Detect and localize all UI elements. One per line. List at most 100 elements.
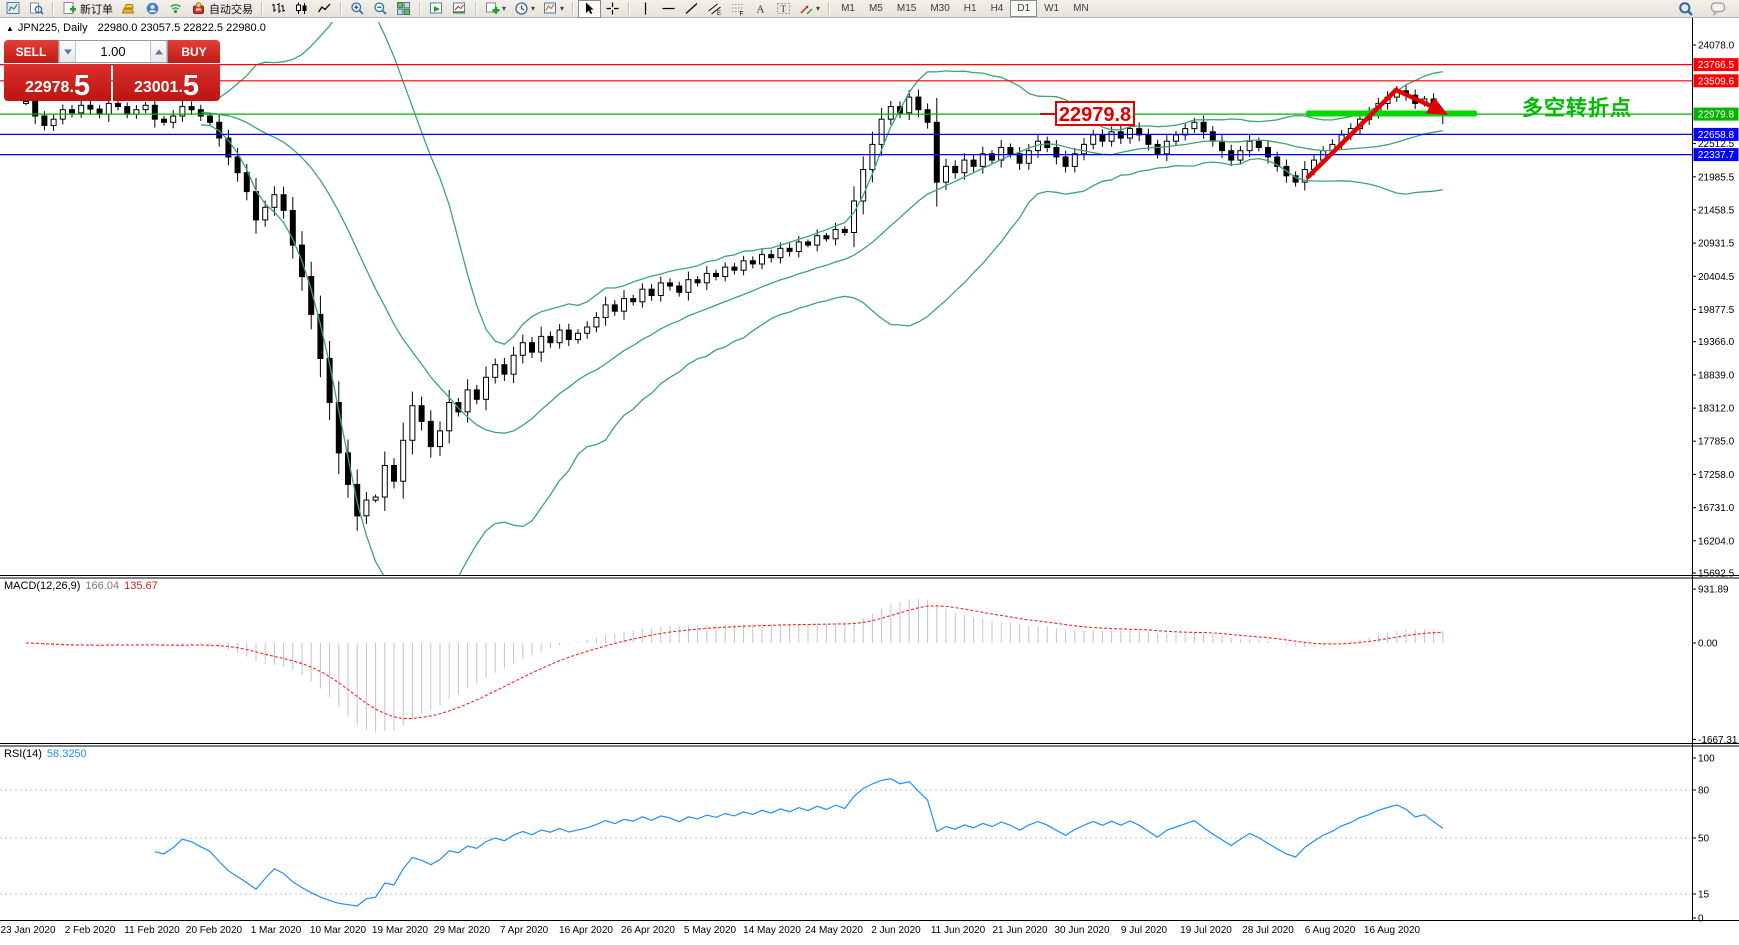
date-axis-label: 2 Feb 2020 bbox=[65, 925, 116, 936]
vertical-line-icon bbox=[638, 1, 653, 16]
text-a-button[interactable]: A bbox=[749, 0, 772, 18]
rsi-axis-label: 15 bbox=[1698, 890, 1710, 901]
date-axis-label: 19 Mar 2020 bbox=[372, 925, 429, 936]
timeframe-button-M1[interactable]: M1 bbox=[841, 3, 855, 14]
one-click-trading-panel: SELL 1.00 BUY 22978. 5 23001. 5 bbox=[4, 40, 220, 101]
arrows-objects-button[interactable]: ▾ bbox=[795, 0, 824, 18]
timeframe-button-M5[interactable]: M5 bbox=[868, 3, 883, 14]
toolbar-separator bbox=[828, 2, 831, 15]
mql-community-button[interactable] bbox=[141, 0, 164, 18]
svg-text:F: F bbox=[740, 11, 744, 17]
date-axis-label: 16 Apr 2020 bbox=[559, 925, 613, 936]
fibonacci-button[interactable]: F bbox=[726, 0, 749, 18]
price-badge: 22658.8 bbox=[1698, 130, 1735, 141]
panel-collapse-icon[interactable]: ▲ bbox=[6, 24, 14, 33]
bar-chart-type-button[interactable] bbox=[267, 0, 290, 18]
zoom-in-button[interactable] bbox=[346, 0, 369, 18]
charts-window-button[interactable] bbox=[2, 0, 25, 18]
timeframe-button-H4[interactable]: H4 bbox=[990, 3, 1004, 14]
timeframe-button-M15[interactable]: M15 bbox=[896, 3, 917, 14]
date-axis-label: 23 Jan 2020 bbox=[0, 925, 55, 936]
trend-down-arrow bbox=[1393, 87, 1434, 109]
sell-price[interactable]: 22978. 5 bbox=[4, 64, 111, 101]
candlestick-chart-type-button[interactable] bbox=[290, 0, 313, 18]
vertical-line-button[interactable] bbox=[634, 0, 657, 18]
fibonacci-icon: F bbox=[730, 1, 745, 16]
timeframe-button-MN[interactable]: MN bbox=[1073, 3, 1089, 14]
buy-price[interactable]: 23001. 5 bbox=[113, 64, 220, 101]
svg-text:E: E bbox=[717, 11, 721, 16]
gold-bars-button[interactable] bbox=[117, 0, 141, 18]
price-axis-label: 24078.0 bbox=[1698, 41, 1735, 52]
auto-trading-robot-button[interactable]: 自动交易 bbox=[187, 0, 257, 18]
date-axis-label: 7 Apr 2020 bbox=[500, 925, 549, 936]
rsi-axis-label: 50 bbox=[1698, 834, 1710, 845]
timeframe-button-H1[interactable]: H1 bbox=[963, 3, 977, 14]
add-indicator-button[interactable]: ▾ bbox=[481, 0, 510, 18]
cursor-button[interactable] bbox=[578, 0, 602, 18]
date-axis-label: 11 Jun 2020 bbox=[931, 925, 986, 936]
price-axis-label: 16731.0 bbox=[1698, 503, 1735, 514]
timeframe-button-W1[interactable]: W1 bbox=[1044, 3, 1060, 14]
indicator-window-icon bbox=[452, 1, 467, 16]
rsi-indicator-label: RSI(14) 58.3250 bbox=[4, 748, 87, 760]
toolbar: 新订单 自动交易 ▾ ▾ ▾ E F A T ▾ M1 M5 M15 M30 H1 H4 D1 W1 MN bbox=[0, 0, 1739, 18]
zoom-out-icon bbox=[373, 1, 388, 16]
price-axis-label: 19366.0 bbox=[1698, 337, 1735, 348]
tile-windows-button[interactable] bbox=[392, 0, 415, 18]
arrows-objects-icon bbox=[799, 1, 814, 16]
bar-chart-type-icon bbox=[271, 1, 286, 16]
date-axis-label: 28 Jul 2020 bbox=[1242, 925, 1294, 936]
volume-spinner: 1.00 bbox=[58, 40, 168, 63]
buy-price-fraction: 5 bbox=[182, 70, 200, 102]
search-icon bbox=[1678, 1, 1694, 17]
zoom-out-button[interactable] bbox=[369, 0, 392, 18]
arrange-windows-icon bbox=[429, 1, 444, 16]
crosshair-button[interactable] bbox=[601, 0, 624, 18]
profile-search-button[interactable] bbox=[25, 0, 48, 18]
periods-clock-button[interactable]: ▾ bbox=[510, 0, 539, 18]
horizontal-line-button[interactable] bbox=[657, 0, 680, 18]
buy-button[interactable]: BUY bbox=[168, 40, 220, 63]
new-order-doc-button[interactable]: 新订单 bbox=[58, 0, 117, 18]
charts-window-icon bbox=[6, 1, 21, 16]
trendline-button[interactable] bbox=[680, 0, 703, 18]
price-axis-label: 17785.0 bbox=[1698, 437, 1735, 448]
templates-chart-button[interactable]: ▾ bbox=[539, 0, 568, 18]
price-callout-annotation[interactable]: 22979.8 bbox=[1055, 101, 1135, 126]
zoom-in-icon bbox=[350, 1, 365, 16]
arrange-windows-button[interactable] bbox=[425, 0, 448, 18]
equidistant-channel-button[interactable]: E bbox=[703, 0, 726, 18]
signal-button[interactable] bbox=[164, 0, 187, 18]
timeframe-button-M30[interactable]: M30 bbox=[930, 3, 950, 14]
timeframe-button-D1[interactable]: D1 bbox=[1010, 0, 1038, 17]
line-chart-type-button[interactable] bbox=[313, 0, 336, 18]
sell-price-main: 22978. bbox=[24, 79, 74, 96]
price-axis-label: 17258.0 bbox=[1698, 470, 1735, 481]
mql-community-icon bbox=[145, 1, 160, 16]
dropdown-caret-icon: ▾ bbox=[816, 4, 821, 13]
date-axis-label: 29 Mar 2020 bbox=[434, 925, 491, 936]
chat-button[interactable] bbox=[1706, 0, 1731, 18]
volume-decrease-button[interactable] bbox=[59, 41, 76, 62]
text-label-button[interactable]: T bbox=[772, 0, 795, 18]
price-axis-label: 20404.5 bbox=[1698, 272, 1735, 283]
indicator-window-button[interactable] bbox=[448, 0, 471, 18]
horizontal-line-icon bbox=[661, 1, 676, 16]
volume-value[interactable]: 1.00 bbox=[100, 44, 126, 59]
price-axis-label: 15692.5 bbox=[1698, 569, 1735, 580]
dropdown-caret-icon: ▾ bbox=[560, 4, 565, 13]
sell-button[interactable]: SELL bbox=[4, 40, 58, 63]
macd-axis-label: 0.00 bbox=[1698, 639, 1718, 650]
price-axis-label: 22512.5 bbox=[1698, 139, 1735, 150]
caret-down-icon bbox=[63, 49, 72, 54]
volume-increase-button[interactable] bbox=[150, 41, 167, 62]
search-button[interactable] bbox=[1674, 0, 1698, 18]
signal-icon bbox=[168, 1, 183, 16]
turning-point-band bbox=[1306, 110, 1477, 117]
dropdown-caret-icon: ▾ bbox=[502, 4, 507, 13]
arrowhead bbox=[1426, 97, 1448, 115]
macd-pane bbox=[25, 598, 1444, 733]
